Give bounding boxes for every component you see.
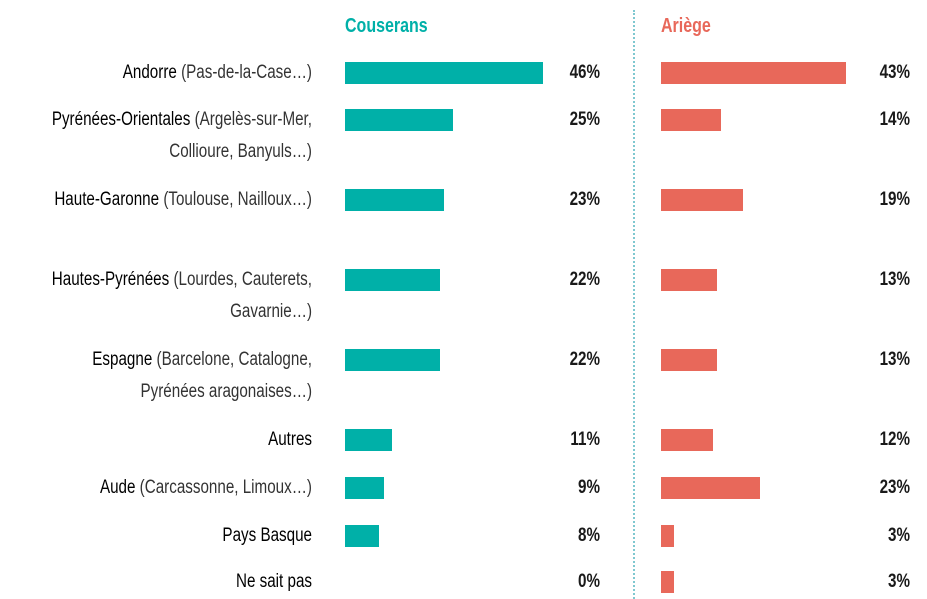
value-label: 19%	[879, 189, 910, 210]
category-name: Autres	[268, 429, 312, 450]
value-label: 12%	[879, 429, 910, 450]
bar	[661, 189, 743, 211]
bar	[661, 62, 846, 84]
value-label: 13%	[879, 269, 910, 290]
category-label: Aude (Carcassonne, Limoux…)	[32, 472, 312, 504]
category-label: Autres	[32, 424, 312, 456]
separator	[633, 10, 635, 599]
bar	[345, 477, 384, 499]
value-label: 11%	[570, 429, 600, 450]
bar	[661, 269, 717, 291]
category-name: Andorre	[122, 62, 177, 83]
value-label: 22%	[569, 269, 600, 290]
category-name: Espagne	[92, 349, 153, 370]
category-name: Ne sait pas	[235, 571, 312, 592]
value-label: 25%	[569, 109, 600, 130]
bar	[661, 571, 674, 593]
series-header: Couserans	[345, 15, 428, 37]
category-label: Espagne (Barcelone, Catalogne, Pyrénées …	[32, 344, 312, 408]
bar	[661, 477, 760, 499]
category-note: (Lourdes, Cauterets, Gavarnie…)	[173, 269, 312, 322]
value-label: 9%	[578, 477, 600, 498]
category-label: Andorre (Pas-de-la-Case…)	[32, 57, 312, 89]
bar	[661, 525, 674, 547]
value-label: 3%	[888, 525, 910, 546]
category-label: Hautes-Pyrénées (Lourdes, Cauterets, Gav…	[32, 264, 312, 328]
value-label: 23%	[879, 477, 910, 498]
category-note: (Toulouse, Nailloux…)	[163, 189, 312, 210]
category-name: Hautes-Pyrénées	[51, 269, 170, 290]
category-label: Haute-Garonne (Toulouse, Nailloux…)	[32, 184, 312, 216]
value-label: 23%	[569, 189, 600, 210]
category-label: Ne sait pas	[32, 566, 312, 598]
value-label: 13%	[879, 349, 910, 370]
value-label: 14%	[879, 109, 910, 130]
value-label: 43%	[879, 62, 910, 83]
bar	[661, 109, 722, 131]
category-label: Pays Basque	[32, 520, 312, 552]
bar	[345, 349, 440, 371]
category-name: Aude	[99, 477, 136, 498]
series-header: Ariège	[661, 15, 711, 37]
category-note: (Carcassonne, Limoux…)	[139, 477, 312, 498]
category-label: Pyrénées-Orientales (Argelès-sur-Mer, Co…	[32, 104, 312, 168]
value-label: 8%	[578, 525, 600, 546]
bar	[661, 429, 713, 451]
value-label: 46%	[569, 62, 600, 83]
category-name: Pays Basque	[222, 525, 312, 546]
value-label: 22%	[569, 349, 600, 370]
category-name: Pyrénées-Orientales	[51, 109, 191, 130]
bar	[661, 349, 717, 371]
category-note: (Barcelone, Catalogne, Pyrénées aragonai…	[140, 349, 312, 402]
category-note: (Pas-de-la-Case…)	[181, 62, 312, 83]
bar	[345, 429, 393, 451]
bar	[345, 109, 453, 131]
bar	[345, 189, 444, 211]
bar	[345, 525, 380, 547]
bar	[345, 269, 440, 291]
bar	[345, 62, 543, 84]
value-label: 0%	[578, 571, 600, 592]
value-label: 3%	[888, 571, 910, 592]
category-note: (Argelès-sur-Mer, Collioure, Banyuls…)	[169, 109, 312, 162]
category-name: Haute-Garonne	[54, 189, 160, 210]
